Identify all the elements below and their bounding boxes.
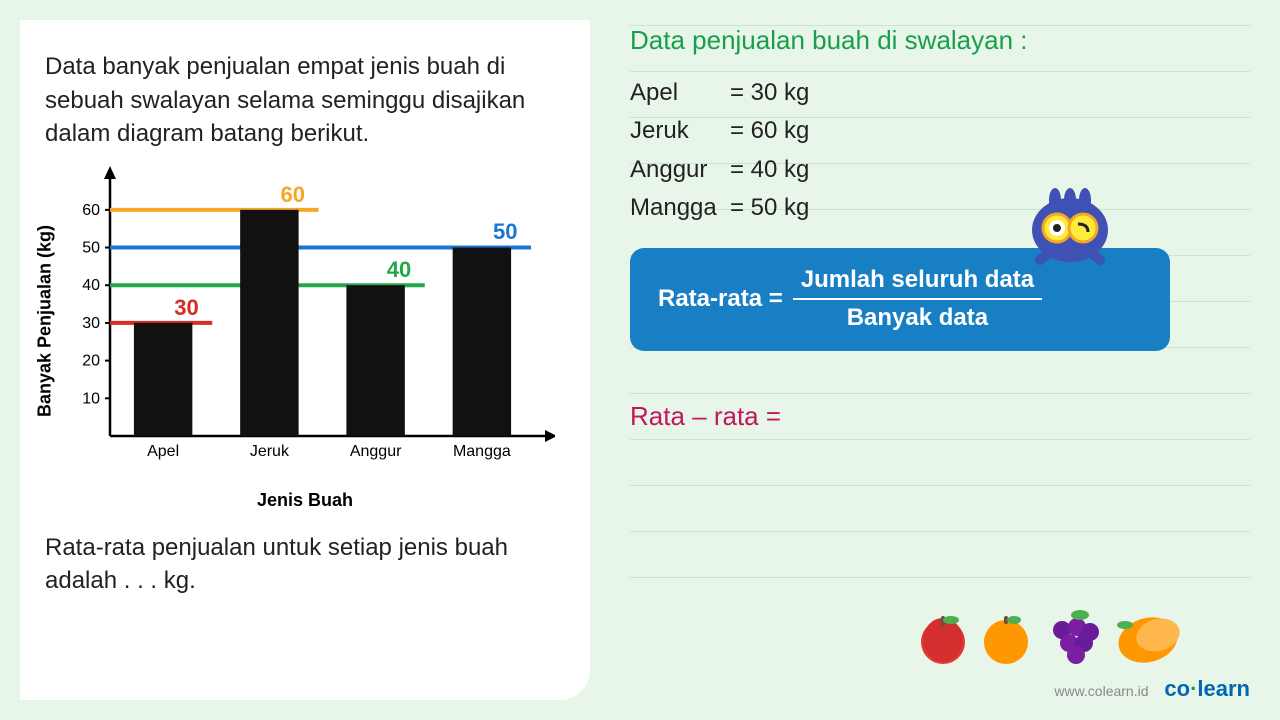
svg-text:Mangga: Mangga: [453, 443, 511, 460]
brand-logo: co·learn: [1164, 676, 1250, 701]
mango-icon: [1110, 610, 1180, 665]
data-row: Jeruk= 60 kg: [630, 112, 1250, 150]
formula-box: Rata-rata = Jumlah seluruh data Banyak d…: [630, 248, 1170, 352]
left-panel: Data banyak penjualan empat jenis buah d…: [20, 20, 590, 700]
bar-chart: Banyak Penjualan (kg) 102030405060ApelJe…: [55, 161, 555, 481]
data-row: Apel= 30 kg: [630, 74, 1250, 112]
right-title: Data penjualan buah di swalayan :: [630, 25, 1250, 56]
y-axis-label: Banyak Penjualan (kg): [35, 225, 56, 417]
svg-text:Apel: Apel: [147, 443, 179, 460]
formula-numerator: Jumlah seluruh data: [793, 266, 1042, 301]
rata-prompt: Rata – rata =: [630, 401, 1250, 432]
formula-lhs: Rata-rata =: [658, 285, 783, 313]
brand-url: www.colearn.id: [1054, 683, 1148, 699]
formula-denominator: Banyak data: [839, 300, 996, 333]
svg-text:20: 20: [82, 352, 100, 369]
svg-text:Anggur: Anggur: [350, 443, 402, 460]
highlight-label: 60: [281, 182, 305, 208]
right-panel: Data penjualan buah di swalayan : Apel= …: [590, 0, 1280, 720]
orange-icon: [979, 610, 1034, 665]
formula-fraction: Jumlah seluruh data Banyak data: [793, 266, 1042, 334]
svg-text:50: 50: [82, 239, 100, 256]
mascot-icon: [1010, 180, 1130, 270]
apple-icon: [916, 610, 971, 665]
brand: www.colearn.id co·learn: [1054, 676, 1250, 702]
highlight-label: 30: [174, 295, 198, 321]
highlight-label: 50: [493, 219, 517, 245]
svg-text:30: 30: [82, 315, 100, 332]
grapes-icon: [1042, 605, 1102, 665]
data-row: Mangga= 50 kg: [630, 189, 1250, 227]
svg-text:60: 60: [82, 202, 100, 219]
x-axis-label: Jenis Buah: [257, 490, 353, 511]
chart-svg: 10 20 30 40 50 60 Apel Jeruk Anggur Mangga: [55, 161, 555, 481]
data-list: Apel= 30 kgJeruk= 60 kgAnggur= 40 kgMang…: [630, 74, 1250, 228]
main-container: Data banyak penjualan empat jenis buah d…: [0, 0, 1280, 720]
problem-text: Data banyak penjualan empat jenis buah d…: [45, 50, 565, 151]
data-row: Anggur= 40 kg: [630, 151, 1250, 189]
svg-text:10: 10: [82, 390, 100, 407]
fruits-row: [916, 605, 1180, 665]
highlight-label: 40: [387, 257, 411, 283]
svg-text:40: 40: [82, 277, 100, 294]
svg-text:Jeruk: Jeruk: [250, 443, 290, 460]
question-text: Rata-rata penjualan untuk setiap jenis b…: [45, 531, 565, 598]
